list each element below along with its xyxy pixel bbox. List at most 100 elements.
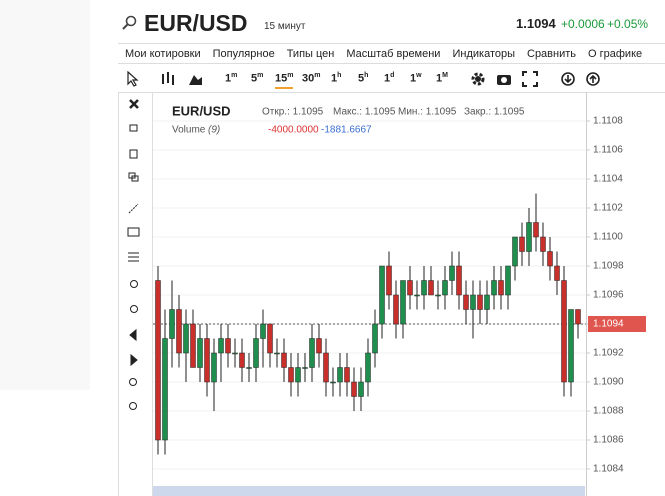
interval-unit: w (416, 72, 422, 79)
y-tick-label: 1.1104 (593, 174, 623, 185)
candle-body (484, 294, 490, 310)
y-tick-label: 1.1108 (593, 116, 623, 127)
timeframe: 15 минут (264, 21, 306, 32)
candle-body (295, 367, 301, 383)
candle-body (267, 323, 273, 354)
upload-icon[interactable] (585, 71, 601, 87)
candle-body (281, 352, 287, 368)
candle-body (274, 352, 280, 355)
candle-body (225, 338, 231, 354)
candle-body (554, 265, 560, 281)
legend-open: Откр.: 1.1095 (262, 107, 324, 118)
interval-button[interactable]: 15m (275, 72, 294, 89)
legend-low: Мин.: 1.1095 (398, 107, 457, 118)
candle-body (239, 352, 245, 368)
candle-body (218, 338, 224, 354)
interval-button[interactable]: 1w (410, 72, 422, 85)
interval-number: 1 (410, 72, 417, 85)
candle-body (449, 265, 455, 281)
y-tick-label: 1.1086 (593, 435, 624, 446)
candle-body (330, 381, 336, 384)
interval-number: 30 (302, 72, 315, 85)
candle-body (463, 294, 469, 310)
interval-number: 1 (225, 72, 232, 85)
candle-body (491, 280, 497, 296)
candle-body (365, 352, 371, 383)
legend-high: Макс.: 1.1095 (333, 107, 396, 118)
candle-body (421, 280, 427, 296)
cursor-icon[interactable] (126, 71, 140, 87)
interval-unit: d (390, 72, 395, 79)
candle-body (393, 294, 399, 325)
candle-body (470, 294, 476, 310)
interval-button[interactable]: 1M (436, 72, 448, 85)
menu-item[interactable]: Сравнить (527, 47, 577, 60)
interval-button[interactable]: 30m (302, 72, 320, 85)
volume-name: Volume (172, 125, 206, 136)
interval-button[interactable]: 1d (384, 72, 394, 85)
menu-item[interactable]: Индикаторы (452, 47, 515, 60)
candle-body (197, 338, 203, 368)
change: +0.0006 (561, 17, 605, 31)
candle-body (169, 309, 175, 339)
menu: Мои котировки Популярное Типы цен Масштаб в… (118, 43, 665, 64)
menu-item[interactable]: Типы цен (286, 47, 335, 60)
candle-body (540, 236, 546, 252)
candle-body (337, 367, 343, 383)
fullscreen-icon[interactable] (522, 71, 538, 87)
candle-body (344, 367, 350, 383)
interval-button[interactable]: 5h (358, 72, 368, 85)
candle-body (575, 309, 581, 325)
candle-body (316, 338, 322, 354)
settings-icon[interactable] (470, 71, 486, 87)
interval-number: 1 (331, 72, 338, 85)
menu-item[interactable]: Масштаб времени (346, 47, 441, 60)
legend-symbol: EUR/USD (172, 103, 231, 118)
candle-body (323, 352, 329, 383)
interval-unit: m (231, 72, 238, 79)
candle-body (351, 381, 357, 397)
candle-body (288, 367, 294, 383)
candle-body (176, 309, 182, 354)
candle-body (260, 323, 266, 339)
interval-number: 5 (358, 72, 365, 85)
menu-item[interactable]: Мои котировки (125, 47, 201, 60)
search-icon[interactable] (122, 15, 138, 31)
candle-body (477, 294, 483, 310)
camera-icon[interactable] (496, 71, 512, 87)
candle-body (183, 323, 189, 354)
side-panel (0, 0, 90, 390)
download-icon[interactable] (560, 71, 576, 87)
change-pct: +0.05% (607, 17, 649, 31)
volume-strip (153, 486, 585, 496)
last-price-box (588, 316, 646, 332)
candle-body (400, 280, 406, 325)
menu-item[interactable]: Популярное (212, 47, 275, 60)
interval-button[interactable]: 1h (331, 72, 341, 85)
candle-body (246, 367, 252, 369)
candle-body (162, 338, 168, 441)
y-tick-label: 1.1092 (593, 348, 624, 359)
candle-body (526, 222, 532, 252)
candle-body (428, 280, 434, 296)
candle-body (568, 309, 574, 383)
candle-body (519, 236, 525, 252)
toolbar: 1m 5m 15m 30m 1h 5h 1d 1w 1M (118, 66, 665, 93)
price: 1.1094 (516, 16, 556, 31)
interval-button[interactable]: 1m (225, 72, 237, 85)
interval-number: 15 (275, 72, 288, 85)
interval-button[interactable]: 5m (251, 72, 263, 85)
interval-unit: M (442, 72, 448, 79)
candle-body (379, 265, 385, 325)
candle-body (302, 367, 308, 369)
candles-icon[interactable] (160, 71, 178, 87)
y-tick-label: 1.1096 (593, 290, 624, 301)
menu-item[interactable]: О графике (588, 47, 643, 60)
candle-body (498, 280, 504, 296)
y-tick-label: 1.1090 (593, 377, 624, 388)
candle-body (456, 265, 462, 296)
candle-body (253, 338, 259, 368)
candle-body (358, 381, 364, 397)
area-icon[interactable] (188, 71, 204, 87)
